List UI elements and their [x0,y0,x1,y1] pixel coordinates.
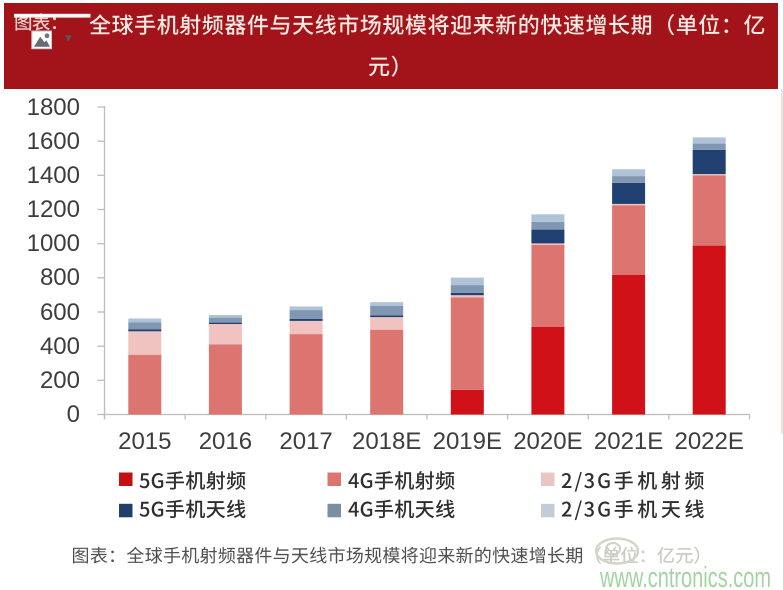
svg-text:www.cntronics.com: www.cntronics.com [599,562,771,590]
